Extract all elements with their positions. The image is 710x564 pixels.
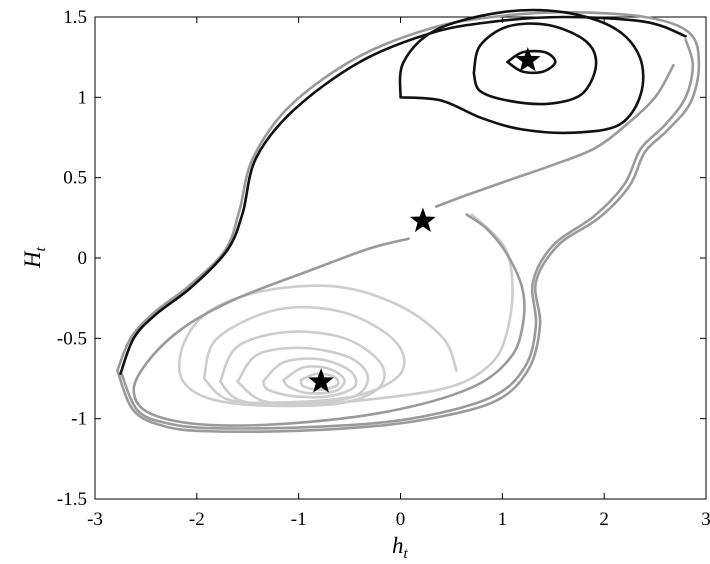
equilibrium-star-1 <box>410 207 436 232</box>
x-axis-label-main: h <box>392 533 404 558</box>
x-tick-label: 1 <box>498 509 508 530</box>
y-tick-label: 0 <box>78 248 88 269</box>
trajectory-black-2 <box>398 8 645 135</box>
trajectory-black-3 <box>119 15 687 375</box>
y-axis-label-sub: t <box>33 246 49 251</box>
trajectory-black-0 <box>506 49 557 75</box>
equilibrium-star-2 <box>308 368 334 393</box>
trajectory-light-gray-13 <box>282 365 346 395</box>
x-tick-label: 3 <box>701 509 710 530</box>
trajectory-mid-gray-6 <box>434 63 675 208</box>
trajectory-black-1 <box>472 22 598 106</box>
y-tick-label: -0.5 <box>57 328 87 349</box>
trajectory-mid-gray-7 <box>132 213 526 427</box>
y-tick-label: -1 <box>71 409 87 430</box>
trajectory-light-gray-12 <box>261 357 358 399</box>
trajectory-light-gray-8 <box>177 213 514 408</box>
trajectory-light-gray-10 <box>219 330 386 408</box>
x-tick-label: 2 <box>599 509 609 530</box>
y-tick-label: 0.5 <box>63 168 87 189</box>
x-axis-label-sub: t <box>404 546 409 562</box>
y-tick-label: 1.5 <box>63 7 87 28</box>
y-axis-label: Ht <box>20 246 49 269</box>
trajectory-light-gray-11 <box>236 346 370 405</box>
x-axis-ticks: -3 -2 -1 0 1 2 3 <box>87 17 710 530</box>
x-tick-label: 0 <box>396 509 406 530</box>
trajectory-light-gray-14 <box>299 372 340 392</box>
equilibrium-star-0 <box>515 46 541 72</box>
x-axis-label: ht <box>392 533 409 562</box>
y-tick-label: 1 <box>78 87 88 108</box>
y-axis-ticks: -1.5 -1 -0.5 0 0.5 1 1.5 <box>57 7 706 510</box>
x-tick-label: -1 <box>291 509 307 530</box>
trajectory-mid-gray-4 <box>116 10 701 434</box>
x-tick-label: -2 <box>189 509 205 530</box>
trajectory-mid-gray-5 <box>120 38 695 430</box>
x-tick-label: -3 <box>87 509 103 530</box>
y-tick-label: -1.5 <box>57 489 87 510</box>
equilibrium-markers <box>308 46 541 393</box>
y-axis-label-main: H <box>20 250 45 269</box>
trajectory-curves <box>116 8 701 434</box>
